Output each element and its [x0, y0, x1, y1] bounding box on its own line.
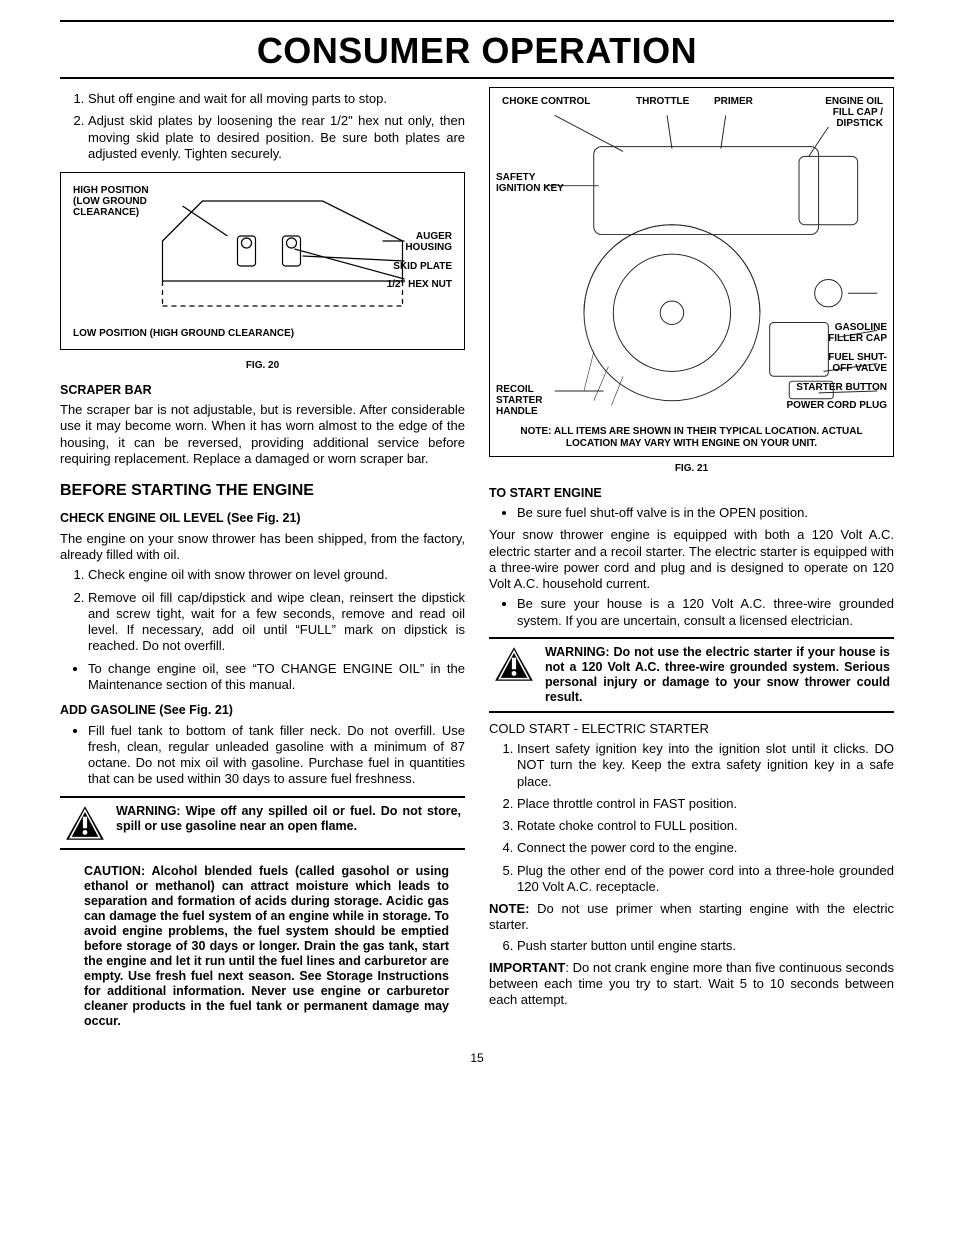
cold-start-step-3: Rotate choke control to FULL position.	[517, 818, 894, 834]
cold-start-step-5: Plug the other end of the power cord int…	[517, 863, 894, 896]
cold-start-step-4: Connect the power cord to the engine.	[517, 840, 894, 856]
page-title: CONSUMER OPERATION	[60, 28, 894, 73]
fig21-label-recoil: RECOIL STARTER HANDLE	[496, 384, 556, 417]
fig21-label-cord: POWER CORD PLUG	[786, 400, 887, 411]
fig21-svg	[496, 94, 887, 424]
fig21-label-key: SAFETY IGNITION KEY	[496, 172, 568, 194]
cold-start-step-6: Push starter button until engine starts.	[517, 938, 894, 954]
warning-icon	[64, 804, 106, 842]
check-oil-body: The engine on your snow thrower has been…	[60, 531, 465, 564]
intro-step-2: Adjust skid plates by loosening the rear…	[88, 113, 465, 162]
warning-1-text: WARNING: Wipe off any spilled oil or fue…	[116, 804, 461, 834]
cold-start-step-1: Insert safety ignition key into the igni…	[517, 741, 894, 790]
cold-start-heading: COLD START - ELECTRIC STARTER	[489, 721, 894, 737]
figure-21-box: CHOKE CONTROL THROTTLE PRIMER ENGINE OIL…	[489, 87, 894, 457]
check-oil-bullets: To change engine oil, see “TO CHANGE ENG…	[60, 661, 465, 694]
check-oil-bullet: To change engine oil, see “TO CHANGE ENG…	[88, 661, 465, 694]
page-number: 15	[60, 1051, 894, 1066]
fig21-label-gas: GASOLINE FILLER CAP	[817, 322, 887, 344]
to-start-bullets-1: Be sure fuel shut-off valve is in the OP…	[489, 505, 894, 521]
fig21-label-fuel: FUEL SHUT-OFF VALVE	[812, 352, 887, 374]
fig21-label-starter: STARTER BUTTON	[796, 382, 887, 393]
cold-start-steps-cont: Push starter button until engine starts.	[489, 938, 894, 954]
to-start-bullet-1: Be sure fuel shut-off valve is in the OP…	[517, 505, 894, 521]
fig20-label-skid: SKID PLATE	[393, 261, 452, 272]
note-primer-rest: Do not use primer when starting engine w…	[489, 901, 894, 932]
intro-steps: Shut off engine and wait for all moving …	[60, 91, 465, 162]
check-oil-step-1: Check engine oil with snow thrower on le…	[88, 567, 465, 583]
to-start-bullets-2: Be sure your house is a 120 Volt A.C. th…	[489, 596, 894, 629]
caution-box: CAUTION: Alcohol blended fuels (called g…	[60, 860, 465, 1033]
scraper-body: The scraper bar is not adjustable, but i…	[60, 402, 465, 467]
before-starting-heading: BEFORE STARTING THE ENGINE	[60, 481, 465, 501]
cold-start-step-2: Place throttle control in FAST position.	[517, 796, 894, 812]
fig21-caption: FIG. 21	[489, 463, 894, 476]
fig21-label-choke: CHOKE CONTROL	[502, 96, 590, 107]
important-note: IMPORTANT: Do not crank engine more than…	[489, 960, 894, 1009]
fig21-label-oil: ENGINE OIL FILL CAP / DIPSTICK	[813, 96, 883, 129]
two-column-layout: Shut off engine and wait for all moving …	[60, 87, 894, 1043]
note-primer: NOTE: Do not use primer when starting en…	[489, 901, 894, 934]
title-underline	[60, 77, 894, 79]
to-start-heading: TO START ENGINE	[489, 486, 894, 502]
fig21-label-throttle: THROTTLE	[636, 96, 689, 107]
fig20-label-high: HIGH POSITION (LOW GROUND CLEARANCE)	[73, 185, 173, 218]
check-oil-heading: CHECK ENGINE OIL LEVEL (See Fig. 21)	[60, 511, 465, 527]
right-column: CHOKE CONTROL THROTTLE PRIMER ENGINE OIL…	[489, 87, 894, 1043]
figure-20-box: HIGH POSITION (LOW GROUND CLEARANCE) AUG…	[60, 172, 465, 350]
scraper-heading: SCRAPER BAR	[60, 383, 465, 399]
caution-text: CAUTION: Alcohol blended fuels (called g…	[84, 864, 449, 1029]
to-start-bullet-2: Be sure your house is a 120 Volt A.C. th…	[517, 596, 894, 629]
fig20-label-hex: 1/2" HEX NUT	[387, 279, 452, 290]
left-column: Shut off engine and wait for all moving …	[60, 87, 465, 1043]
intro-step-1: Shut off engine and wait for all moving …	[88, 91, 465, 107]
warning-icon	[493, 645, 535, 683]
fig20-label-auger: AUGER HOUSING	[394, 231, 452, 253]
add-gas-heading: ADD GASOLINE (See Fig. 21)	[60, 703, 465, 719]
important-prefix: IMPORTANT	[489, 960, 565, 975]
fig20-label-low: LOW POSITION (HIGH GROUND CLEARANCE)	[73, 328, 294, 339]
figure-20-illustration: HIGH POSITION (LOW GROUND CLEARANCE) AUG…	[69, 181, 456, 341]
note-primer-prefix: NOTE:	[489, 901, 529, 916]
check-oil-step-2: Remove oil fill cap/dipstick and wipe cl…	[88, 590, 465, 655]
add-gas-bullets: Fill fuel tank to bottom of tank filler …	[60, 723, 465, 788]
fig21-label-primer: PRIMER	[714, 96, 753, 107]
warning-2-text: WARNING: Do not use the electric starter…	[545, 645, 890, 705]
figure-21-illustration: CHOKE CONTROL THROTTLE PRIMER ENGINE OIL…	[496, 94, 887, 424]
fig21-note: NOTE: ALL ITEMS ARE SHOWN IN THEIR TYPIC…	[496, 424, 887, 450]
cold-start-steps: Insert safety ignition key into the igni…	[489, 741, 894, 895]
warning-box-2: WARNING: Do not use the electric starter…	[489, 637, 894, 713]
warning-box-1: WARNING: Wipe off any spilled oil or fue…	[60, 796, 465, 850]
check-oil-steps: Check engine oil with snow thrower on le…	[60, 567, 465, 654]
fig20-caption: FIG. 20	[60, 360, 465, 373]
top-rule	[60, 20, 894, 22]
add-gas-bullet: Fill fuel tank to bottom of tank filler …	[88, 723, 465, 788]
to-start-body: Your snow thrower engine is equipped wit…	[489, 527, 894, 592]
